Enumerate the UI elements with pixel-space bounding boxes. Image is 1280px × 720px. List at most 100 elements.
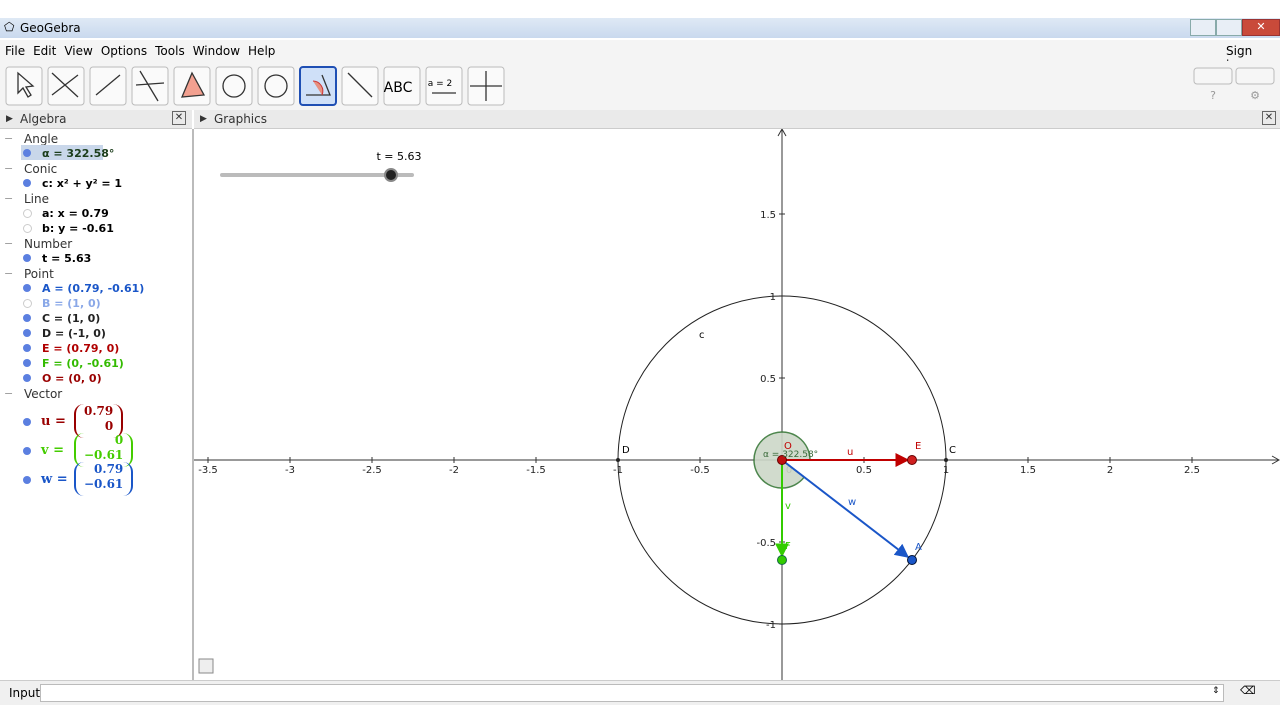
visibility-dot[interactable]: [23, 329, 31, 337]
visibility-dot[interactable]: [23, 224, 32, 233]
title-bar: ⬠ GeoGebra ✕: [0, 18, 1280, 38]
vector-matrix[interactable]: 0.79 −0.61: [74, 462, 134, 496]
slider-label: t = 5.63: [376, 150, 421, 163]
slider-tool-label: a = 2: [428, 79, 453, 89]
x-tick-label: -3: [285, 465, 295, 476]
point-f[interactable]: [777, 555, 787, 565]
tool-button[interactable]: [383, 66, 421, 106]
vector-component: −0.61: [84, 448, 124, 462]
algebra-item[interactable]: C = (1, 0): [42, 312, 101, 325]
tool-button[interactable]: [5, 66, 43, 106]
point-e[interactable]: [907, 455, 917, 465]
point-c: [944, 458, 948, 462]
group-header: Point: [24, 267, 54, 281]
visibility-dot[interactable]: [23, 418, 31, 426]
point-o[interactable]: [777, 455, 787, 465]
window-title: GeoGebra: [20, 21, 81, 35]
visibility-dot[interactable]: [23, 447, 31, 455]
visibility-dot[interactable]: [23, 284, 31, 292]
menu-item[interactable]: File: [5, 44, 26, 58]
visibility-dot[interactable]: [23, 374, 31, 382]
tree-toggle[interactable]: −: [4, 237, 14, 250]
tool-button[interactable]: [215, 66, 253, 106]
label-c: c: [699, 330, 705, 341]
graphics-style-button[interactable]: [198, 658, 214, 674]
redo-button[interactable]: [1235, 67, 1275, 85]
group-header: Line: [24, 192, 50, 206]
tool-button[interactable]: [257, 66, 295, 106]
menu-item[interactable]: Window: [192, 44, 241, 58]
vector-name[interactable]: u =: [41, 414, 66, 429]
x-tick-label: 2.5: [1184, 465, 1200, 476]
menu-item[interactable]: Tools: [155, 44, 185, 58]
undo-button[interactable]: [1193, 67, 1233, 85]
visibility-dot[interactable]: [23, 299, 32, 308]
label-u: u: [847, 447, 853, 458]
menu-items: File Edit View Options Tools Window Help: [5, 44, 283, 58]
visibility-dot[interactable]: [23, 359, 31, 367]
algebra-item[interactable]: O = (0, 0): [42, 372, 102, 385]
expand-arrow[interactable]: ▶: [6, 114, 13, 124]
tool-button[interactable]: [425, 66, 463, 106]
maximize-button[interactable]: [1216, 19, 1242, 36]
tool-button[interactable]: [341, 66, 379, 106]
visibility-dot[interactable]: [23, 476, 31, 484]
label-w: w: [848, 497, 856, 508]
tool-glyph: [306, 74, 331, 96]
menu-item[interactable]: Options: [100, 44, 148, 58]
algebra-item[interactable]: b: y = -0.61: [42, 222, 114, 235]
tool-button[interactable]: [131, 66, 169, 106]
label-o: O: [784, 441, 792, 452]
visibility-dot[interactable]: [23, 314, 31, 322]
visibility-dot[interactable]: [23, 209, 32, 218]
algebra-item[interactable]: A = (0.79, -0.61): [42, 282, 145, 295]
input-field[interactable]: [40, 684, 1224, 702]
vector-matrix[interactable]: 0.79 0: [74, 404, 124, 438]
algebra-item[interactable]: B = (1, 0): [42, 297, 101, 310]
algebra-item[interactable]: D = (-1, 0): [42, 327, 106, 340]
visibility-dot[interactable]: [23, 344, 31, 352]
tree-toggle[interactable]: −: [4, 132, 14, 145]
menu-item[interactable]: Edit: [33, 44, 57, 58]
vector-component: 0.79: [84, 404, 114, 418]
slider-knob[interactable]: [384, 168, 398, 182]
algebra-item[interactable]: F = (0, -0.61): [42, 357, 124, 370]
algebra-item[interactable]: a: x = 0.79: [42, 207, 109, 220]
close-view[interactable]: ✕: [1262, 111, 1276, 125]
algebra-item[interactable]: t = 5.63: [42, 252, 92, 265]
menu-item[interactable]: Help: [248, 44, 276, 58]
visibility-dot[interactable]: [23, 254, 31, 262]
help-icon[interactable]: ?: [1210, 89, 1216, 102]
vector-matrix[interactable]: 0 −0.61: [74, 433, 134, 467]
keyboard-button[interactable]: ⌫: [1240, 684, 1256, 697]
tree-toggle[interactable]: −: [4, 387, 14, 400]
tool-icon: [222, 74, 246, 98]
tree-toggle[interactable]: −: [4, 192, 14, 205]
vector-name[interactable]: w =: [41, 472, 68, 487]
y-axis-arrow: [777, 129, 787, 137]
point-a[interactable]: [907, 555, 917, 565]
visibility-dot[interactable]: [23, 149, 31, 157]
tool-icon: [135, 70, 165, 102]
settings-icon[interactable]: ⚙: [1250, 89, 1260, 102]
x-tick-label: -0.5: [690, 465, 710, 476]
vector-name[interactable]: v =: [41, 443, 64, 458]
tool-button[interactable]: [89, 66, 127, 106]
input-spinner[interactable]: ⇕: [1212, 686, 1220, 696]
expand-arrow[interactable]: ▶: [200, 114, 207, 124]
visibility-dot[interactable]: [23, 179, 31, 187]
minimize-button[interactable]: [1190, 19, 1216, 36]
close-button[interactable]: ✕: [1242, 19, 1280, 36]
point-d: [616, 458, 620, 462]
tool-glyph: [51, 72, 79, 98]
label-a: A: [915, 542, 922, 553]
algebra-item[interactable]: α = 322.58°: [42, 147, 115, 160]
tree-toggle[interactable]: −: [4, 267, 14, 280]
close-view[interactable]: ✕: [172, 111, 186, 125]
algebra-item[interactable]: E = (0.79, 0): [42, 342, 120, 355]
menu-item[interactable]: View: [64, 44, 93, 58]
tree-toggle[interactable]: −: [4, 162, 14, 175]
algebra-title: Algebra: [20, 112, 67, 126]
algebra-item[interactable]: c: x² + y² = 1: [42, 177, 123, 190]
